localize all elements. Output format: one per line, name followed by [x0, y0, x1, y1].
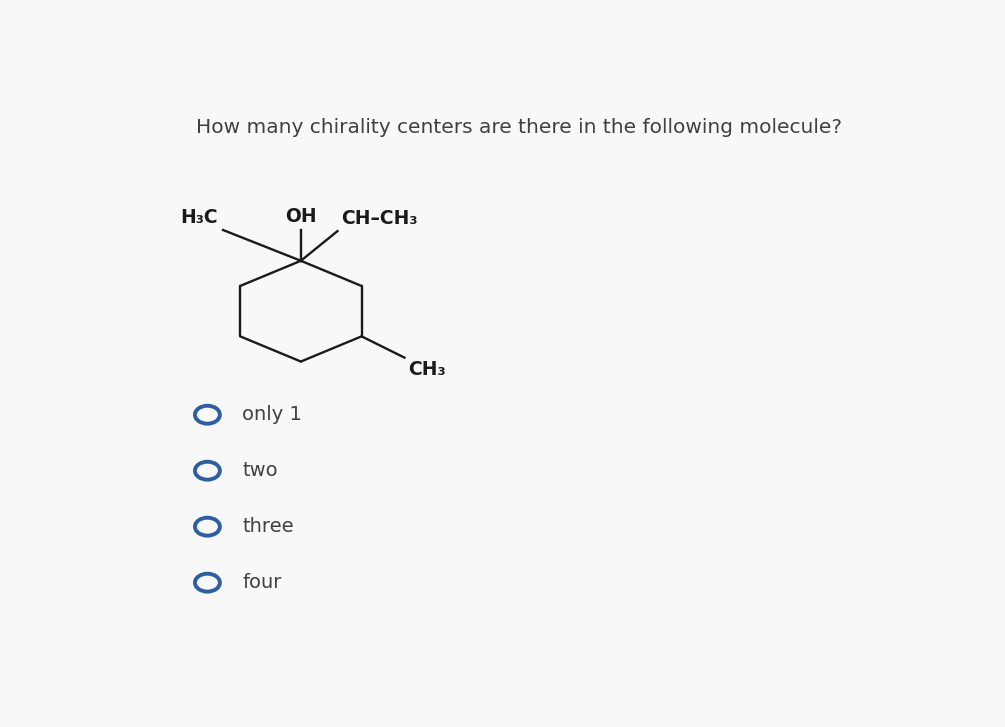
Text: CH₃: CH₃	[408, 360, 446, 379]
Text: H₃C: H₃C	[180, 208, 217, 228]
Text: only 1: only 1	[242, 405, 303, 425]
Text: three: three	[242, 517, 294, 537]
Text: CH–CH₃: CH–CH₃	[342, 209, 418, 228]
Text: four: four	[242, 573, 281, 593]
Text: OH: OH	[285, 206, 317, 225]
Text: two: two	[242, 461, 278, 481]
Text: How many chirality centers are there in the following molecule?: How many chirality centers are there in …	[196, 118, 842, 137]
